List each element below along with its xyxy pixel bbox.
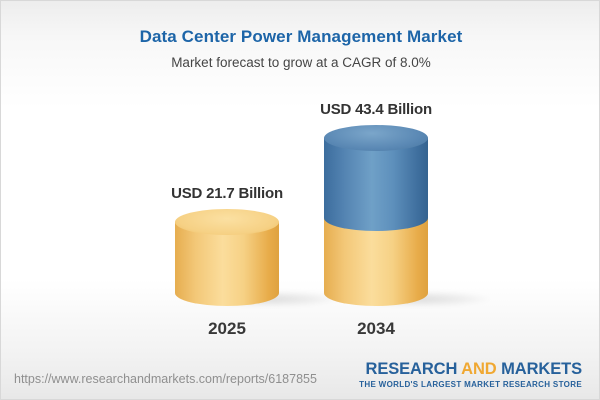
category-label-2025: 2025 bbox=[208, 319, 246, 338]
category-label-2034: 2034 bbox=[357, 319, 395, 338]
page-subtitle: Market forecast to grow at a CAGR of 8.0… bbox=[171, 55, 431, 70]
bar-2025-top-cap bbox=[175, 209, 279, 235]
logo-word-and: AND bbox=[461, 360, 497, 378]
bar-2034-growth-segment bbox=[324, 138, 428, 231]
logo-word-research: RESEARCH bbox=[365, 360, 458, 378]
bar-2034-base-segment bbox=[324, 218, 428, 306]
bar-2025-body bbox=[175, 222, 279, 306]
logo-word-markets: MARKETS bbox=[501, 360, 582, 378]
page-title: Data Center Power Management Market bbox=[139, 27, 463, 46]
value-label-2025: USD 21.7 Billion bbox=[171, 185, 283, 202]
value-label-2034: USD 43.4 Billion bbox=[320, 101, 432, 118]
report-url: https://www.researchandmarkets.com/repor… bbox=[14, 372, 317, 386]
bar-2034-top-cap bbox=[324, 125, 428, 151]
logo-tagline: THE WORLD'S LARGEST MARKET RESEARCH STOR… bbox=[359, 380, 582, 390]
research-and-markets-logo: RESEARCH AND MARKETS THE WORLD'S LARGEST… bbox=[359, 360, 582, 389]
logo-wordmark: RESEARCH AND MARKETS bbox=[359, 360, 583, 378]
